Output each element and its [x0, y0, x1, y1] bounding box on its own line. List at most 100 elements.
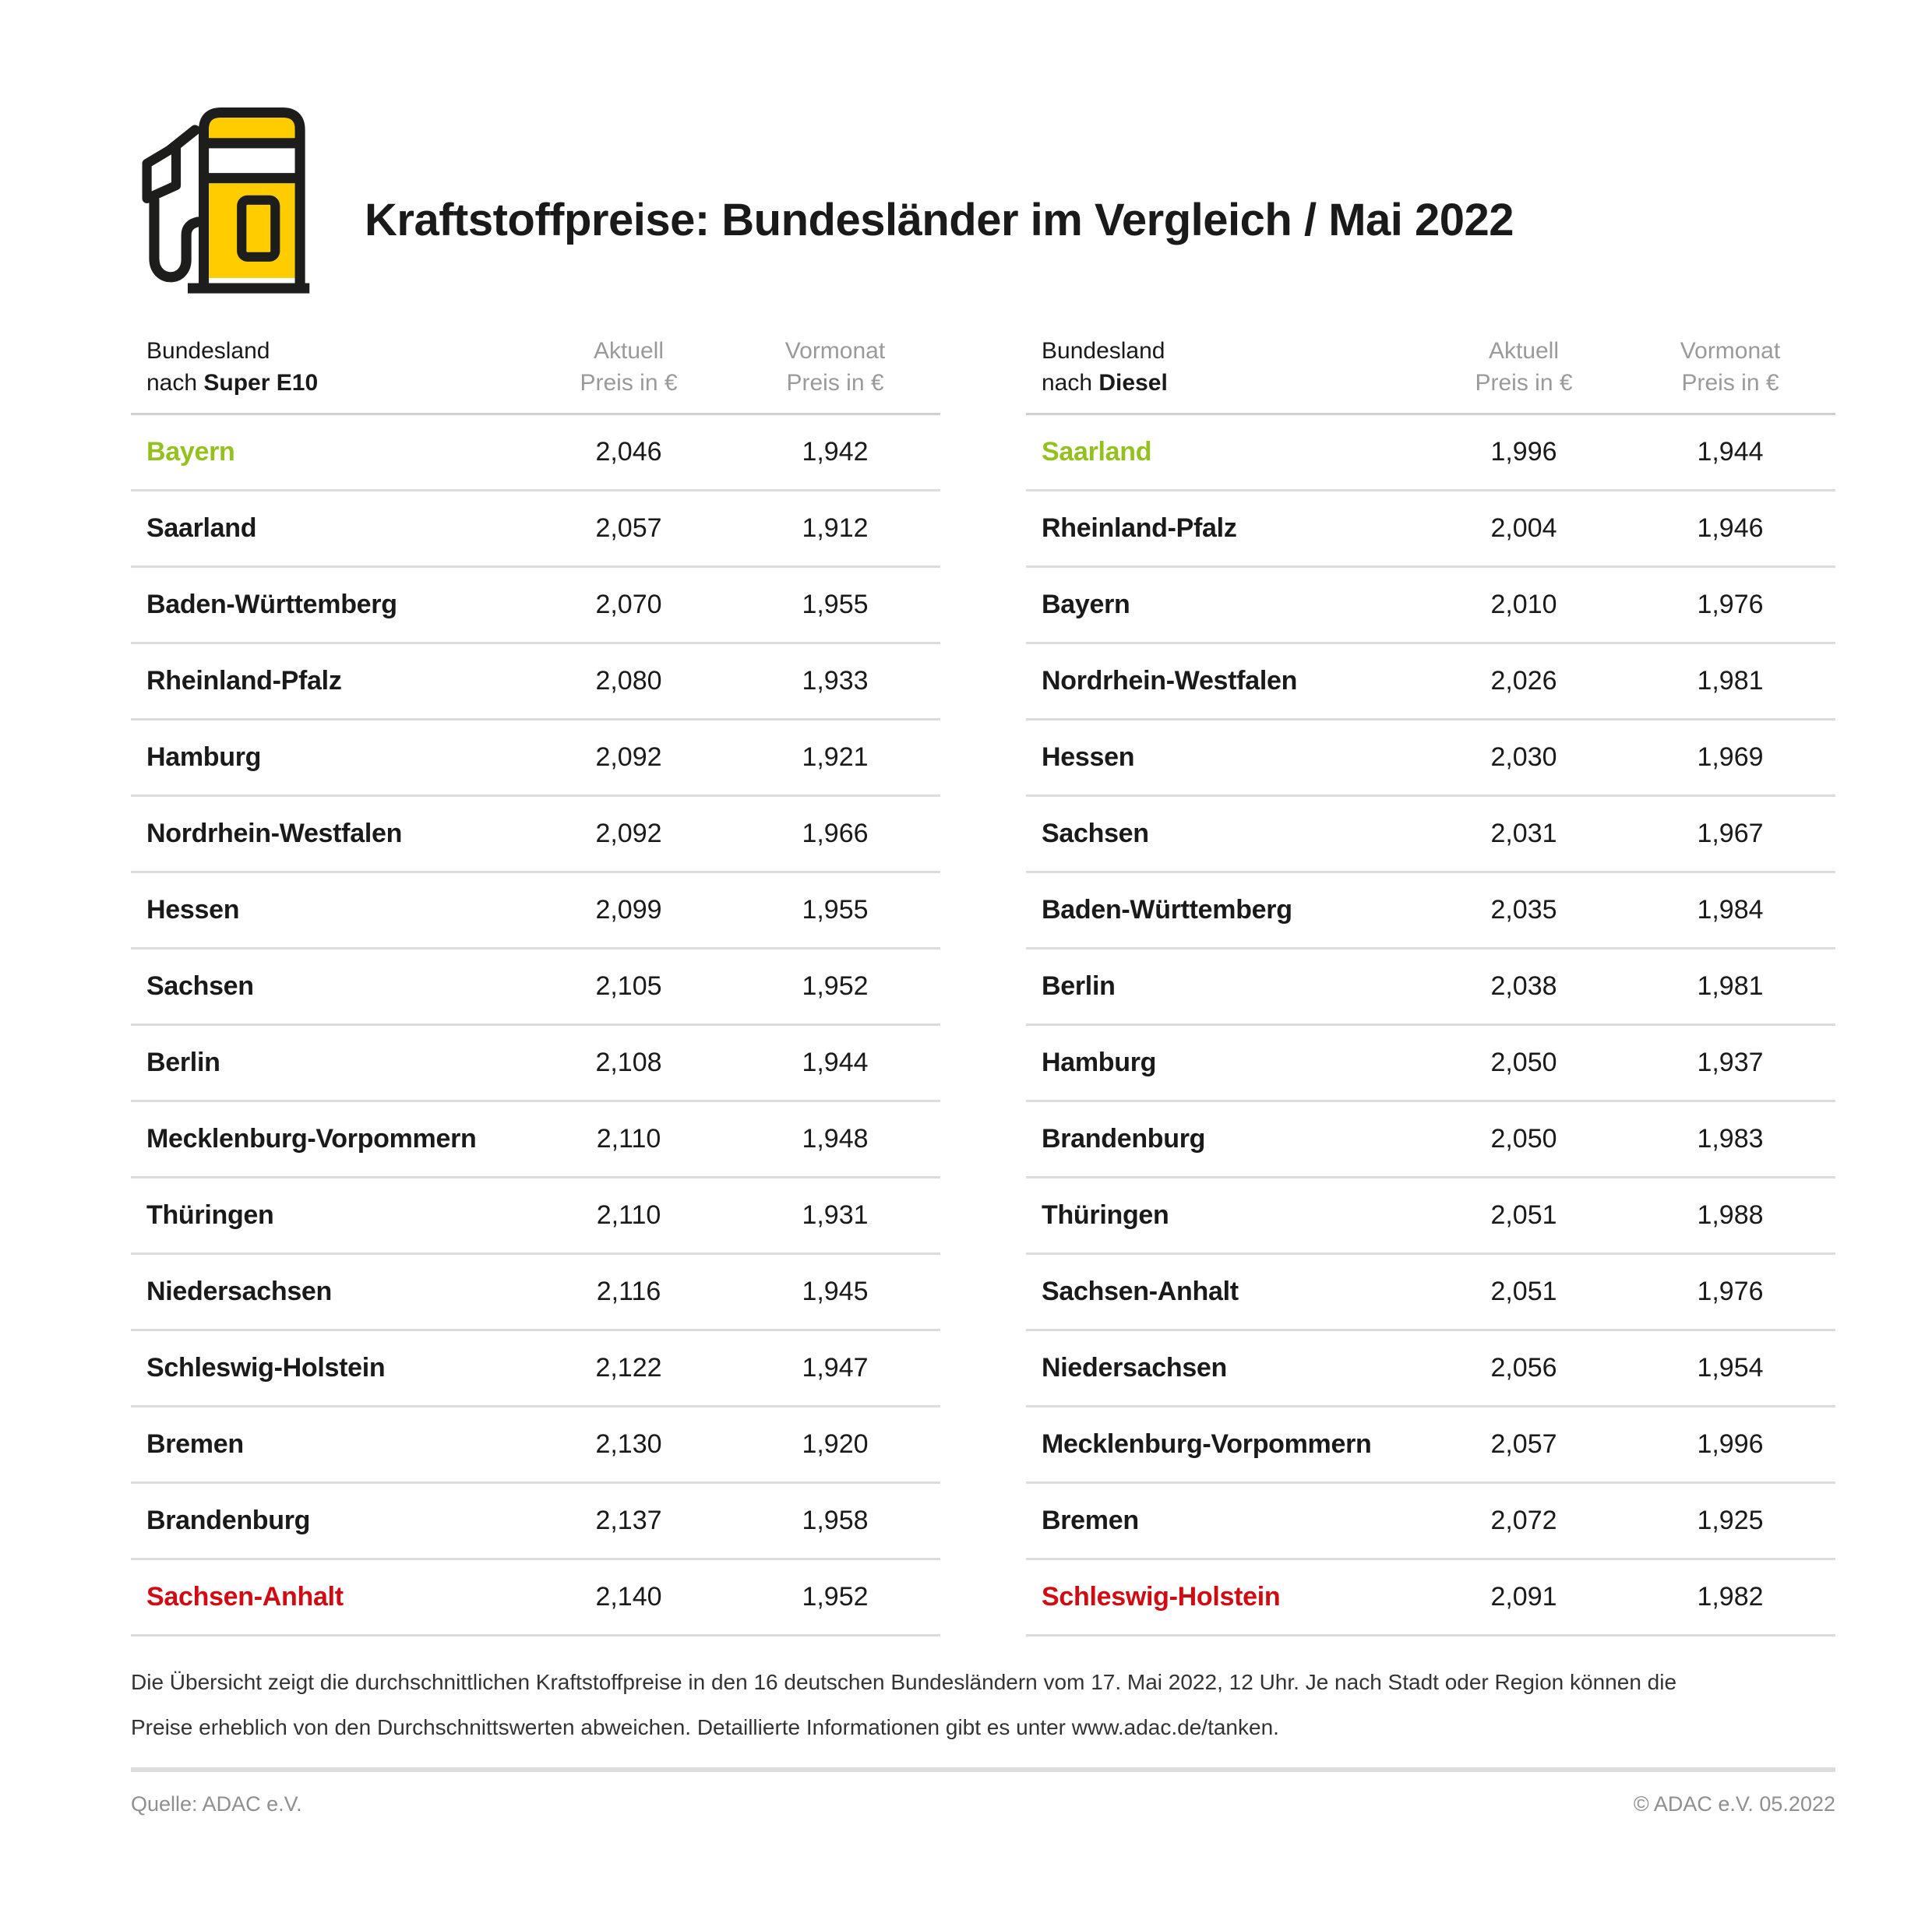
bundesland-name: Bremen — [1042, 1506, 1139, 1535]
tables-container: Bundesland nach Super E10 Aktuell Preis … — [131, 335, 1835, 1636]
table-super-e10: Bundesland nach Super E10 Aktuell Preis … — [131, 335, 940, 1636]
table-row: Schleswig-Holstein 2,091 1,982 — [1026, 1560, 1835, 1636]
vormonat-price: 1,955 — [802, 590, 869, 619]
table-header: Bundesland nach Diesel Aktuell Preis in … — [1026, 335, 1835, 415]
aktuell-price: 1,996 — [1490, 437, 1557, 467]
vormonat-price: 1,954 — [1697, 1353, 1764, 1383]
table-row: Mecklenburg-Vorpommern 2,110 1,948 — [131, 1102, 940, 1178]
bundesland-name: Saarland — [146, 513, 257, 543]
table-row: Bayern 2,010 1,976 — [1026, 568, 1835, 644]
table-row: Brandenburg 2,050 1,983 — [1026, 1102, 1835, 1178]
bundesland-name: Bayern — [146, 437, 235, 467]
table-row: Bremen 2,072 1,925 — [1026, 1484, 1835, 1560]
table-row: Schleswig-Holstein 2,122 1,947 — [131, 1331, 940, 1407]
table-row: Sachsen-Anhalt 2,051 1,976 — [1026, 1255, 1835, 1331]
aktuell-price: 2,026 — [1490, 666, 1557, 696]
aktuell-price: 2,046 — [595, 437, 662, 467]
aktuell-price: 2,050 — [1490, 1124, 1557, 1154]
table-row: Bayern 2,046 1,942 — [131, 415, 940, 491]
vormonat-price: 1,952 — [802, 1582, 869, 1612]
aktuell-price: 2,038 — [1490, 971, 1557, 1001]
bundesland-name: Bremen — [146, 1429, 244, 1459]
vormonat-price: 1,944 — [1697, 437, 1764, 467]
table-row: Sachsen 2,031 1,967 — [1026, 797, 1835, 873]
vormonat-price: 1,988 — [1697, 1200, 1764, 1230]
footnote-line-2: Preise erheblich von den Durchschnittswe… — [131, 1715, 1279, 1739]
bundesland-name: Rheinland-Pfalz — [146, 666, 342, 696]
vormonat-price: 1,981 — [1697, 666, 1764, 696]
footnote-line-1: Die Übersicht zeigt die durchschnittlich… — [131, 1670, 1677, 1694]
bundesland-name: Saarland — [1042, 437, 1152, 467]
vormonat-price: 1,984 — [1697, 895, 1764, 925]
aktuell-price: 2,108 — [595, 1048, 662, 1077]
footer-divider — [131, 1767, 1835, 1772]
aktuell-price: 2,010 — [1490, 590, 1557, 619]
vormonat-price: 1,969 — [1697, 742, 1764, 772]
bundesland-name: Hamburg — [146, 742, 262, 772]
vormonat-price: 1,946 — [1697, 513, 1764, 543]
table-row: Thüringen 2,110 1,931 — [131, 1178, 940, 1255]
table-row: Rheinland-Pfalz 2,080 1,933 — [131, 644, 940, 720]
aktuell-price: 2,056 — [1490, 1353, 1557, 1383]
table-row: Brandenburg 2,137 1,958 — [131, 1484, 940, 1560]
aktuell-price: 2,080 — [595, 666, 662, 696]
bundesland-name: Schleswig-Holstein — [1042, 1582, 1281, 1612]
table-row: Sachsen-Anhalt 2,140 1,952 — [131, 1560, 940, 1636]
aktuell-price: 2,070 — [595, 590, 662, 619]
aktuell-price: 2,051 — [1490, 1200, 1557, 1230]
column-header-bundesland: Bundesland nach Diesel — [1042, 338, 1168, 396]
column-header-aktuell: Aktuell Preis in € — [1475, 338, 1573, 396]
table-row: Niedersachsen 2,116 1,945 — [131, 1255, 940, 1331]
bundesland-name: Thüringen — [146, 1200, 274, 1230]
vormonat-price: 1,996 — [1697, 1429, 1764, 1459]
source-label: Quelle: ADAC e.V. — [131, 1792, 302, 1816]
aktuell-price: 2,137 — [595, 1506, 662, 1535]
bundesland-name: Rheinland-Pfalz — [1042, 513, 1237, 543]
table-row: Berlin 2,108 1,944 — [131, 1026, 940, 1102]
table-header: Bundesland nach Super E10 Aktuell Preis … — [131, 335, 940, 415]
vormonat-price: 1,981 — [1697, 971, 1764, 1001]
table-row: Nordrhein-Westfalen 2,026 1,981 — [1026, 644, 1835, 720]
aktuell-price: 2,122 — [595, 1353, 662, 1383]
table-row: Nordrhein-Westfalen 2,092 1,966 — [131, 797, 940, 873]
bundesland-name: Sachsen-Anhalt — [1042, 1277, 1239, 1306]
vormonat-price: 1,966 — [802, 819, 869, 848]
column-header-vormonat: Vormonat Preis in € — [1680, 338, 1781, 396]
aktuell-price: 2,105 — [595, 971, 662, 1001]
fuel-type-label: Super E10 — [203, 370, 319, 396]
vormonat-price: 1,931 — [802, 1200, 869, 1230]
bundesland-name: Nordrhein-Westfalen — [1042, 666, 1298, 696]
bundesland-name: Schleswig-Holstein — [146, 1353, 386, 1383]
table-row: Mecklenburg-Vorpommern 2,057 1,996 — [1026, 1407, 1835, 1484]
footnote: Die Übersicht zeigt die durchschnittlich… — [131, 1660, 1835, 1750]
vormonat-price: 1,912 — [802, 513, 869, 543]
aktuell-price: 2,092 — [595, 742, 662, 772]
vormonat-price: 1,945 — [802, 1277, 869, 1306]
table-row: Rheinland-Pfalz 2,004 1,946 — [1026, 491, 1835, 568]
aktuell-price: 2,035 — [1490, 895, 1557, 925]
table-row: Saarland 2,057 1,912 — [131, 491, 940, 568]
bundesland-name: Hamburg — [1042, 1048, 1157, 1077]
table-row: Thüringen 2,051 1,988 — [1026, 1178, 1835, 1255]
table-row: Hamburg 2,050 1,937 — [1026, 1026, 1835, 1102]
vormonat-price: 1,967 — [1697, 819, 1764, 848]
table-body: Saarland 1,996 1,944 Rheinland-Pfalz 2,0… — [1026, 415, 1835, 1636]
aktuell-price: 2,130 — [595, 1429, 662, 1459]
bundesland-name: Niedersachsen — [146, 1277, 333, 1306]
table-row: Niedersachsen 2,056 1,954 — [1026, 1331, 1835, 1407]
table-row: Hessen 2,099 1,955 — [131, 873, 940, 949]
aktuell-price: 2,057 — [595, 513, 662, 543]
bundesland-name: Niedersachsen — [1042, 1353, 1228, 1383]
vormonat-price: 1,942 — [802, 437, 869, 467]
column-header-bundesland: Bundesland nach Super E10 — [146, 338, 319, 396]
vormonat-price: 1,955 — [802, 895, 869, 925]
bundesland-name: Brandenburg — [146, 1506, 311, 1535]
vormonat-price: 1,976 — [1697, 590, 1764, 619]
vormonat-price: 1,921 — [802, 742, 869, 772]
aktuell-price: 2,050 — [1490, 1048, 1557, 1077]
aktuell-price: 2,072 — [1490, 1506, 1557, 1535]
bundesland-name: Sachsen-Anhalt — [146, 1582, 344, 1612]
copyright-label: © ADAC e.V. 05.2022 — [1633, 1792, 1835, 1816]
table-diesel: Bundesland nach Diesel Aktuell Preis in … — [1026, 335, 1835, 1636]
aktuell-price: 2,116 — [596, 1277, 661, 1306]
